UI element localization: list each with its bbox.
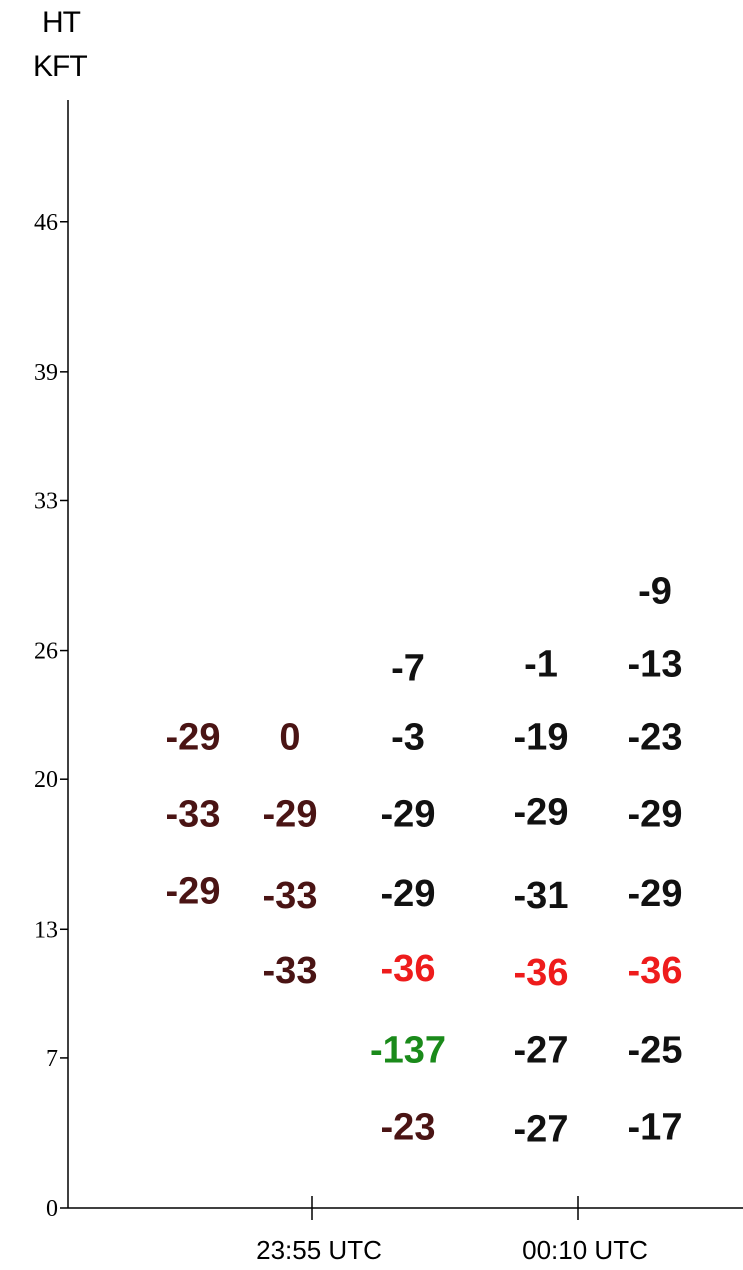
data-cell-value: -17 <box>628 1107 683 1149</box>
y-axis-title-line1: HT <box>42 6 81 39</box>
y-tick-label: 0 <box>46 1196 58 1222</box>
y-tick-label: 33 <box>34 488 58 514</box>
data-cell-value: -29 <box>628 794 683 836</box>
y-tick-label: 7 <box>46 1046 58 1072</box>
x-ticks: 23:55 UTC 00:10 UTC <box>256 1196 648 1265</box>
y-tick-label: 46 <box>34 210 58 236</box>
data-cell-value: -19 <box>514 716 569 758</box>
data-cell-value: -27 <box>514 1109 569 1151</box>
y-tick-label: 20 <box>34 767 58 793</box>
data-cell-value: -31 <box>514 875 569 917</box>
data-cell-value: -23 <box>628 716 683 758</box>
data-cell-value: -29 <box>381 794 436 836</box>
data-cell-value: -3 <box>391 716 425 758</box>
data-cell-value: -36 <box>628 950 683 992</box>
y-tick-label: 13 <box>34 917 58 943</box>
data-cell-value: -33 <box>263 875 318 917</box>
x-tick-label: 23:55 UTC <box>256 1235 382 1265</box>
data-cell-value: -13 <box>628 643 683 685</box>
data-cell-value: -1 <box>524 643 558 685</box>
data-cell-value: -7 <box>391 648 425 690</box>
data-cells: -29 -33 -29 0 -29 -33 -33 -7 -3 -29 -29 -36 -137 -23 -… <box>166 571 683 1151</box>
x-tick-label: 00:10 UTC <box>522 1235 648 1265</box>
data-cell-value: -23 <box>381 1107 436 1149</box>
data-cell-value: -29 <box>514 791 569 833</box>
data-cell-value: -36 <box>514 952 569 994</box>
data-cell-value: -29 <box>628 873 683 915</box>
data-cell-value: -33 <box>166 794 221 836</box>
y-ticks: 0 7 13 20 26 33 39 46 <box>34 210 68 1222</box>
data-cell-value: -25 <box>628 1029 683 1071</box>
y-tick-label: 26 <box>34 639 58 665</box>
data-cell-value: -27 <box>514 1029 569 1071</box>
data-cell-value: -29 <box>166 871 221 913</box>
data-cell-value: -29 <box>166 716 221 758</box>
y-axis-title-line2: KFT <box>33 50 88 83</box>
data-cell-value: -137 <box>370 1029 446 1071</box>
data-cell-value: -33 <box>263 950 318 992</box>
data-cell-value: -29 <box>381 873 436 915</box>
data-cell-value: 0 <box>279 716 300 758</box>
data-cell-value: -9 <box>638 571 672 613</box>
data-cell-value: -36 <box>381 948 436 990</box>
y-tick-label: 39 <box>34 360 58 386</box>
data-cell-value: -29 <box>263 794 318 836</box>
